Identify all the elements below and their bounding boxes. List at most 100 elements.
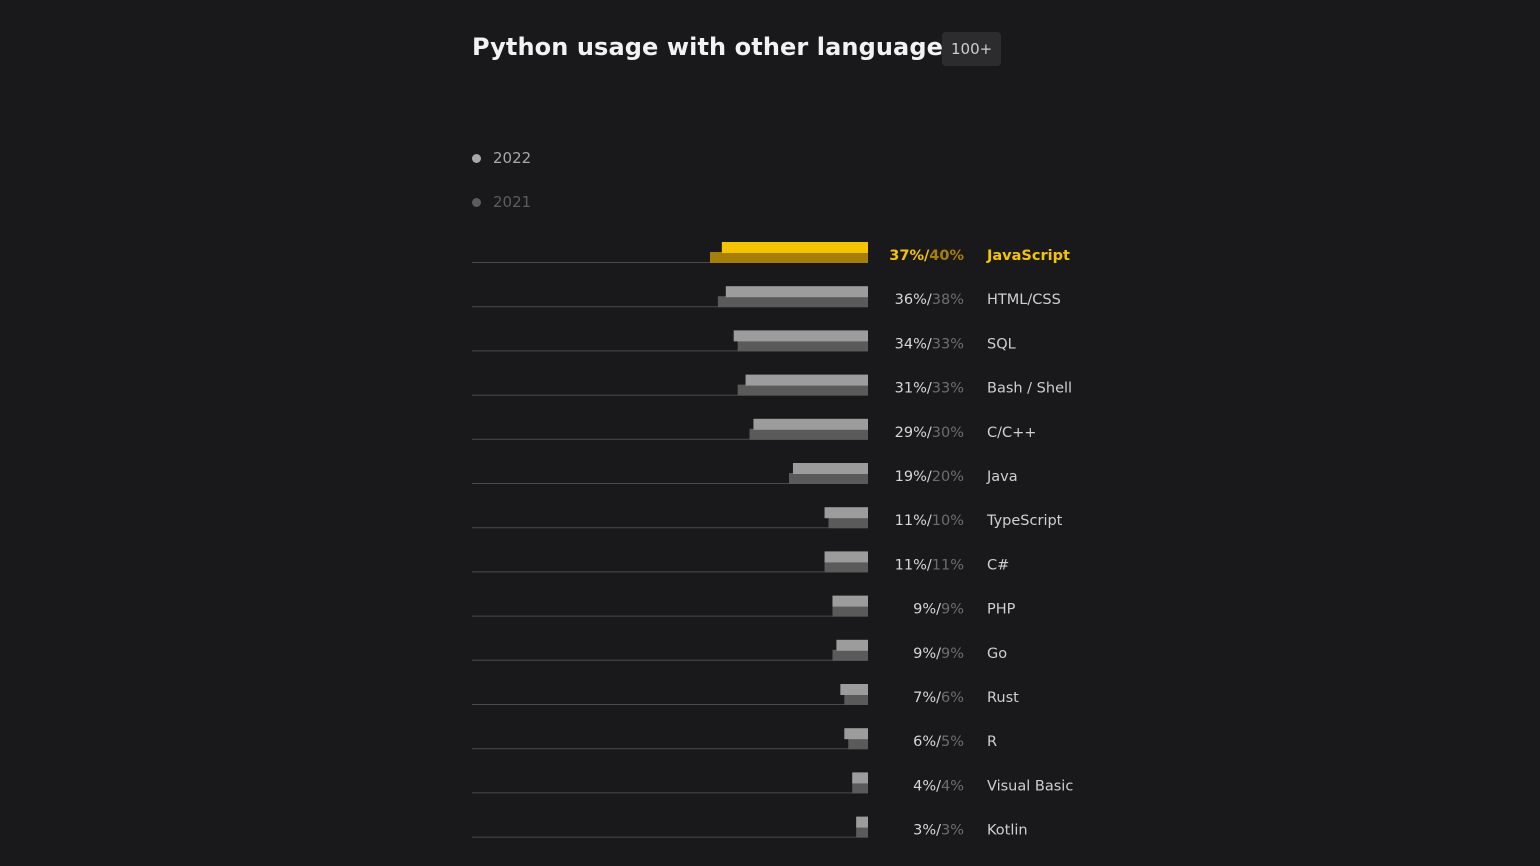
value-label-html-css: 36%/38% [895,292,964,308]
category-label-kotlin: Kotlin [987,823,1028,839]
bar-row-r[interactable]: 6%/5% R [472,728,997,750]
bar-row-visual-basic[interactable]: 4%/4% Visual Basic [472,772,1073,794]
value-label-go: 9%/9% [913,646,964,662]
bar-2022-html-css [725,286,868,298]
category-label-visual-basic: Visual Basic [987,778,1073,794]
legend-dot-2022-icon [472,153,481,163]
bar-2021-r [848,738,868,750]
page-title: Python usage with other languages [472,33,958,61]
value-2021: 9% [941,602,964,618]
bar-2021-c [824,561,868,573]
value-2022: 4%/ [913,778,941,794]
bar-2021-c-c [749,428,868,440]
value-label-typescript: 11%/10% [895,513,964,529]
value-2021: 40% [929,248,964,264]
bar-2021-rust [844,694,868,705]
value-label-c-c: 29%/30% [895,425,964,441]
category-label-go: Go [987,646,1007,662]
bar-2021-html-css [717,296,868,308]
bar-2022-javascript [721,242,868,253]
value-label-php: 9%/9% [913,602,964,618]
value-2021: 4% [941,778,964,794]
value-label-rust: 7%/6% [913,690,964,706]
value-2021: 6% [941,690,964,706]
bar-2021-visual-basic [852,782,868,794]
value-label-java: 19%/20% [895,469,964,485]
legend-label-2021: 2021 [493,193,532,211]
bar-2022-visual-basic [852,772,868,784]
bar-row-php[interactable]: 9%/9% PHP [472,595,1016,618]
respondent-count-badge: 100+ [942,32,1002,66]
bar-2022-go [836,639,868,651]
legend-item-2022[interactable]: 2022 [472,149,531,167]
value-2022: 11%/ [895,557,932,573]
bar-2022-php [832,595,868,607]
bar-2022-r [844,728,868,740]
value-2022: 19%/ [895,469,932,485]
value-2021: 11% [932,557,964,573]
value-2021: 38% [932,292,964,308]
bar-row-go[interactable]: 9%/9% Go [472,639,1007,662]
bar-row-bash-shell[interactable]: 31%/33% Bash / Shell [472,374,1072,397]
legend-dot-2021-icon [472,197,481,207]
bar-2021-sql [737,340,868,352]
bar-2022-java [792,463,868,474]
value-label-javascript: 37%/40% [889,248,964,264]
value-label-r: 6%/5% [913,734,964,750]
category-label-bash-shell: Bash / Shell [987,381,1072,397]
bar-2022-kotlin [856,816,868,828]
value-2021: 20% [932,469,964,485]
bar-row-c[interactable]: 11%/11% C# [472,551,1009,573]
legend-item-2021[interactable]: 2021 [472,193,531,211]
category-label-javascript: JavaScript [986,248,1070,264]
category-label-sql: SQL [987,336,1016,352]
value-2022: 34%/ [895,336,932,352]
value-2022: 11%/ [895,513,932,529]
value-2022: 29%/ [895,425,932,441]
bar-row-javascript[interactable]: 37%/40% JavaScript [472,242,1070,264]
bar-row-sql[interactable]: 34%/33% SQL [472,330,1016,352]
value-2022: 9%/ [913,602,941,618]
value-2022: 3%/ [913,823,941,839]
value-2021: 30% [932,425,964,441]
category-label-r: R [987,734,997,750]
value-label-c: 11%/11% [895,557,964,573]
value-label-sql: 34%/33% [895,336,964,352]
bar-2021-php [832,605,868,617]
bar-2021-go [832,649,868,661]
bar-2022-c-c [753,418,868,430]
category-label-java: Java [986,469,1018,485]
bar-2021-bash-shell [737,384,868,396]
bar-2022-bash-shell [745,374,868,386]
bar-2021-kotlin [856,826,868,838]
category-label-html-css: HTML/CSS [987,292,1061,308]
value-2022: 37%/ [889,248,930,264]
value-2022: 31%/ [895,381,932,397]
category-label-typescript: TypeScript [986,513,1063,529]
value-2021: 33% [932,381,964,397]
bar-2022-sql [733,330,868,342]
value-2022: 36%/ [895,292,932,308]
bar-2021-typescript [828,517,868,529]
value-2022: 9%/ [913,646,941,662]
bar-2022-c [824,551,868,563]
bar-2022-typescript [824,507,868,519]
bar-row-html-css[interactable]: 36%/38% HTML/CSS [472,286,1061,308]
value-2021: 10% [932,513,964,529]
value-2021: 5% [941,734,964,750]
category-label-c: C# [987,557,1009,573]
bar-row-c-c[interactable]: 29%/30% C/C++ [472,418,1036,441]
bar-row-kotlin[interactable]: 3%/3% Kotlin [472,816,1028,839]
bar-row-typescript[interactable]: 11%/10% TypeScript [472,507,1063,529]
bar-row-rust[interactable]: 7%/6% Rust [472,684,1019,706]
bar-2021-javascript [710,252,868,263]
value-2021: 33% [932,336,964,352]
value-label-bash-shell: 31%/33% [895,381,964,397]
value-label-kotlin: 3%/3% [913,823,964,839]
value-2021: 9% [941,646,964,662]
category-label-c-c: C/C++ [987,425,1036,441]
value-2021: 3% [941,823,964,839]
bar-row-java[interactable]: 19%/20% Java [472,463,1018,485]
